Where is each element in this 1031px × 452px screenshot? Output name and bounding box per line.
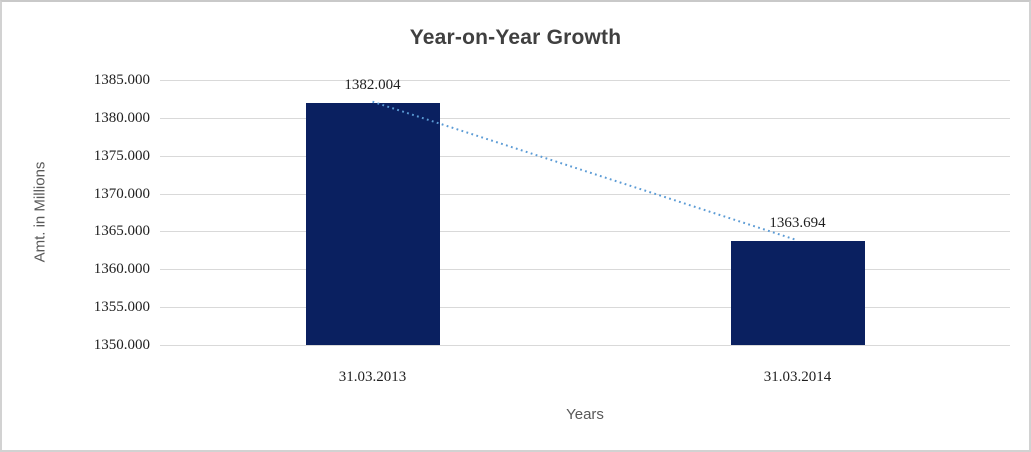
bar-data-label: 1363.694 xyxy=(769,215,826,232)
y-axis-tick-label: 1370.000 xyxy=(93,185,150,202)
x-axis-tick-label: 31.03.2014 xyxy=(763,369,832,385)
gridline xyxy=(160,155,1010,157)
gridline xyxy=(160,117,1010,119)
y-axis-tick-label: 1355.000 xyxy=(93,299,150,316)
gridline xyxy=(160,231,1010,233)
x-axis-tick-label: 31.03.2013 xyxy=(338,369,407,385)
y-axis-tick-label: 1375.000 xyxy=(93,147,150,164)
gridline xyxy=(160,193,1010,195)
y-axis-tick-label: 1350.000 xyxy=(93,337,150,353)
y-axis-tick-label: 1360.000 xyxy=(93,261,150,278)
y-axis-title: Amt. in Millions xyxy=(31,161,49,263)
y-axis-tick-label: 1385.000 xyxy=(93,72,150,88)
gridline xyxy=(160,307,1010,309)
bar-31.03.2014 xyxy=(730,241,865,345)
y-axis-tick-label: 1380.000 xyxy=(93,109,150,126)
gridline xyxy=(160,269,1010,271)
bar-data-label: 1382.004 xyxy=(344,76,401,93)
gridline xyxy=(160,80,1010,81)
bar-31.03.2013 xyxy=(305,102,440,345)
gridline xyxy=(160,345,1010,346)
chart-title: Year-on-Year Growth xyxy=(409,26,622,49)
x-axis-title: Years xyxy=(566,406,604,423)
y-axis-tick-label: 1365.000 xyxy=(93,223,150,240)
